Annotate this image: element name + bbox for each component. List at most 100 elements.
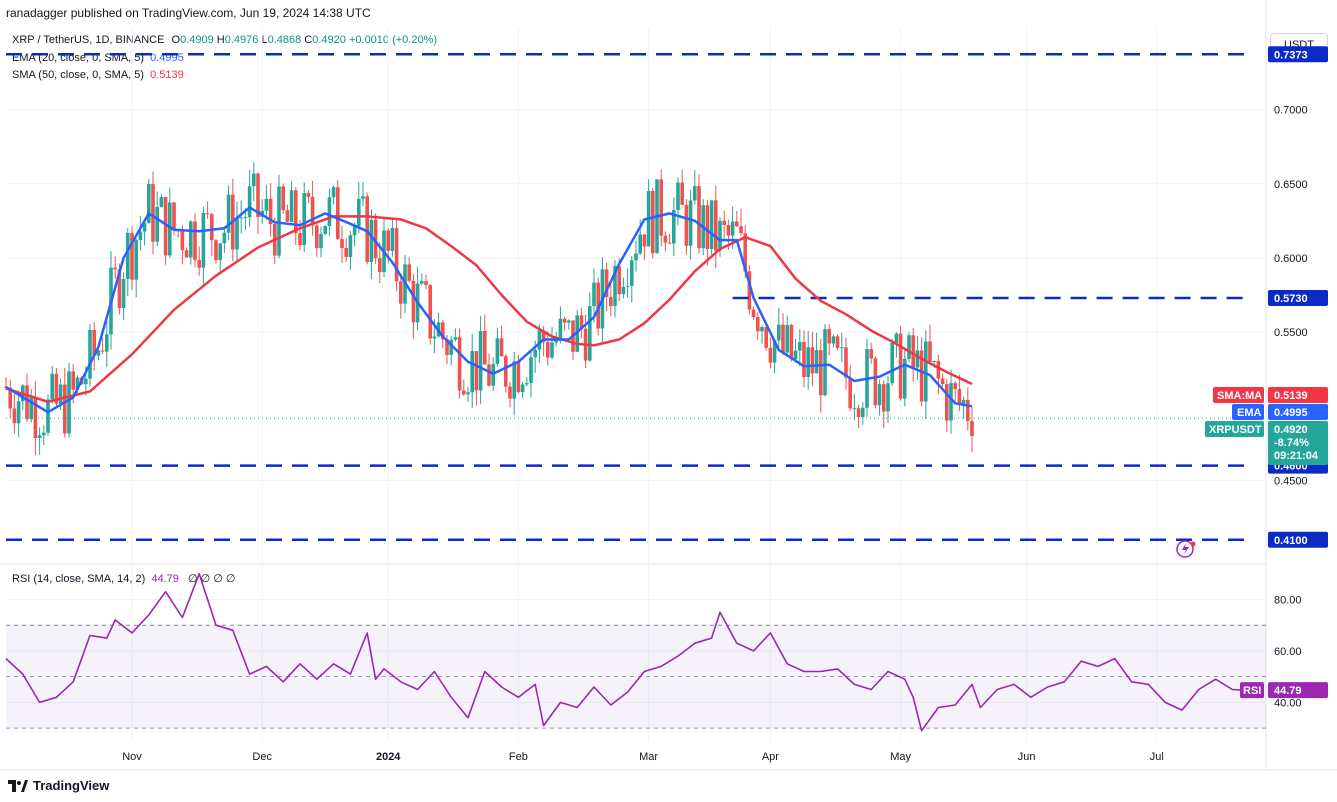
candle-body (890, 342, 894, 384)
candle-body (327, 197, 332, 226)
candle-body (222, 232, 227, 244)
candle-body (151, 184, 155, 242)
month-label: Apr (762, 751, 779, 763)
candle-body (697, 186, 701, 249)
ema-value-tag: 0.4995 (1274, 407, 1308, 419)
candles (4, 162, 974, 456)
open-value: 0.4909 (180, 34, 214, 46)
candle-body (835, 336, 840, 348)
candle-body (550, 342, 554, 358)
sma-value-tag-bg (1268, 387, 1328, 403)
candle-body (483, 330, 487, 365)
candle-body (726, 225, 731, 236)
candle-body (462, 390, 466, 395)
candle-body (760, 327, 764, 332)
candle-body (898, 333, 903, 399)
candle-body (882, 384, 886, 412)
candle-body (554, 339, 558, 343)
level-tag: 0.5730 (1274, 293, 1308, 305)
candle-body (453, 337, 458, 340)
candle-body (949, 383, 953, 421)
price-tick-label: 0.5500 (1274, 327, 1308, 339)
month-label: Jun (1018, 751, 1036, 763)
candle-body (541, 330, 546, 343)
footer-brand[interactable]: TradingView (8, 778, 109, 793)
price-axis: 0.7000 0.6500 0.6000 0.5500 0.4500 80.00 60.00… (1274, 105, 1308, 710)
alert-icon[interactable] (1176, 540, 1196, 558)
candle-body (940, 378, 945, 385)
close-label: C (304, 34, 313, 46)
price-tags: 0.73730.57300.46000.41000.51390.4995SMA:… (1205, 46, 1328, 699)
candle-body (533, 349, 537, 358)
candle-body (571, 320, 575, 352)
rsi-tick-label: 40.00 (1274, 697, 1302, 709)
symbol-name[interactable]: XRP / TetherUS, 1D, BINANCE (12, 34, 165, 46)
candle-body (382, 230, 386, 273)
candle-body (970, 420, 974, 436)
candle-body (499, 338, 504, 357)
candle-body (16, 401, 21, 424)
candle-body (709, 200, 714, 250)
candle-body (294, 190, 298, 234)
candle-body (478, 330, 483, 391)
rsi-name-tag: RSI (1243, 685, 1261, 697)
candle-body (373, 219, 378, 259)
rsi-legend[interactable]: RSI (14, close, SMA, 14, 2) 44.79 ∅ ∅ ∅ … (12, 572, 235, 585)
candle-body (919, 350, 924, 402)
candle-body (672, 209, 676, 244)
candle-body (403, 264, 407, 304)
candle-body (319, 233, 323, 249)
candle-body (802, 342, 806, 377)
candle-body (638, 234, 642, 254)
candle-body (869, 349, 873, 359)
candle-body (210, 214, 214, 241)
ema-legend[interactable]: EMA (20, close, 0, SMA, 5) 0.4995 (12, 52, 184, 64)
candle-body (378, 258, 382, 273)
candle-body (63, 384, 67, 434)
open-label: O (171, 34, 181, 46)
candle-body (289, 190, 294, 222)
candle-body (945, 384, 949, 421)
candle-body (369, 219, 374, 262)
candle-body (852, 408, 857, 410)
rsi-legend-value: 44.79 (151, 573, 179, 585)
candle-body (67, 371, 71, 434)
candle-body (457, 337, 462, 391)
candle-body (214, 240, 218, 261)
candle-body (529, 357, 533, 384)
candle-body (281, 186, 285, 211)
candle-body (226, 194, 231, 233)
candle-body (789, 324, 794, 360)
candle-body (428, 284, 432, 339)
candle-body (155, 206, 159, 242)
currency-button[interactable]: USDT (1270, 33, 1328, 57)
sma-legend-label: SMA (50, close, 0, SMA, 5) (12, 69, 145, 81)
candle-body (432, 336, 437, 339)
candle-body (579, 315, 584, 329)
candle-body (701, 205, 705, 249)
candle-body (768, 347, 773, 363)
candle-body (596, 282, 600, 329)
candle-body (264, 198, 269, 211)
candle-body (953, 383, 957, 390)
candle-body (42, 432, 46, 436)
candle-body (583, 328, 588, 361)
candle-body (520, 384, 525, 393)
high-label: H (216, 34, 225, 46)
candle-body (386, 230, 390, 251)
candle-body (487, 364, 491, 386)
ema-value-tag-bg (1268, 404, 1328, 420)
candle-body (130, 232, 134, 280)
candle-body (911, 335, 915, 368)
candle-body (268, 198, 273, 224)
ema-name-tag: EMA (1237, 407, 1262, 419)
sma-legend[interactable]: SMA (50, close, 0, SMA, 5) 0.5139 (12, 69, 184, 81)
candle-body (730, 221, 735, 236)
candle-body (315, 225, 319, 249)
candle-body (71, 371, 75, 390)
candle-body (449, 339, 453, 355)
price-tick-label: 0.7000 (1274, 105, 1308, 117)
candle-body (722, 220, 726, 226)
candle-body (865, 349, 869, 408)
